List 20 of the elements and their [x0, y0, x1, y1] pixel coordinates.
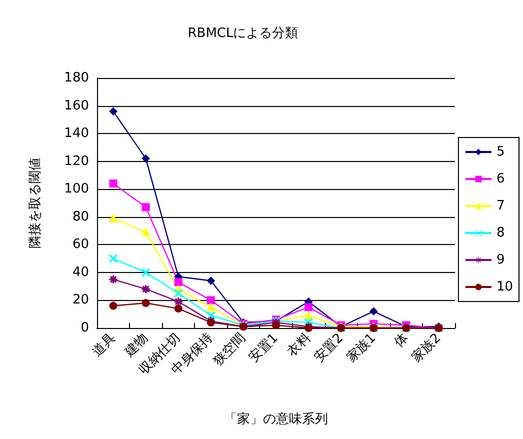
chart-title: RBMCLによる分類: [188, 26, 298, 41]
y-tick-label: 0: [80, 320, 89, 336]
legend-label: 5: [496, 144, 505, 160]
legend-label: 10: [496, 280, 514, 294]
y-tick-label: 100: [64, 182, 89, 197]
y-tick-label: 80: [72, 209, 89, 224]
legend-label: 8: [496, 226, 505, 240]
y-tick-label: 120: [64, 154, 89, 169]
y-tick-label: 40: [72, 264, 89, 280]
y-axis-title: 隣接を取る閾値: [28, 158, 43, 248]
y-tick-label: 60: [72, 237, 89, 252]
x-axis-title: 「家」の意味系列: [224, 411, 328, 427]
y-tick-label: 20: [72, 292, 89, 308]
y-tick-label: 180: [64, 70, 89, 86]
legend-label: 6: [496, 172, 505, 186]
x-tick-label: 道具: [90, 330, 119, 360]
legend-label: 9: [496, 252, 505, 268]
legend-label: 7: [496, 198, 505, 214]
y-tick-label: 140: [64, 126, 89, 142]
y-tick-label: 160: [64, 98, 89, 114]
